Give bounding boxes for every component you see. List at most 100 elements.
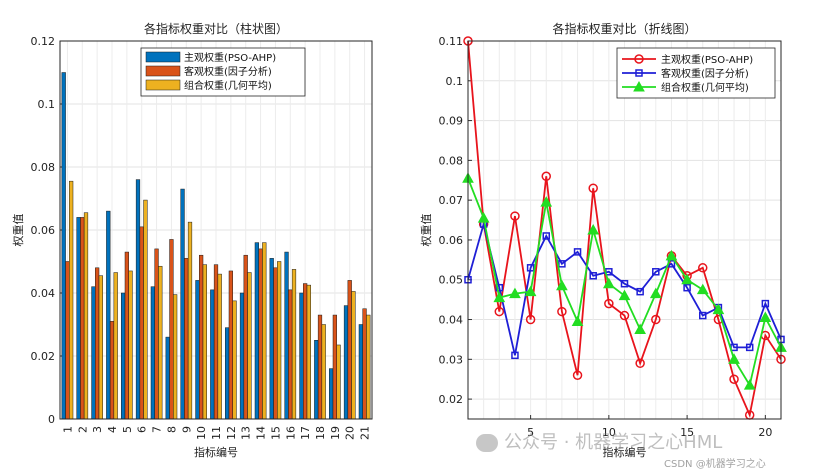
axes-box [59,40,373,420]
data-point [589,272,597,280]
data-point [728,353,740,364]
chart-title: 各指标权重对比（折线图） [552,21,696,36]
bar [128,270,133,420]
y-tick-label: 0.02 [31,350,56,363]
data-point [493,291,506,303]
x-tick-label: 3 [91,426,104,433]
bar [199,254,204,420]
data-point [634,54,644,64]
bar [187,221,193,420]
data-point [541,171,551,182]
bar [173,294,178,420]
data-point [729,374,739,384]
data-point [477,212,490,223]
bar [273,267,278,420]
bar [210,289,215,420]
data-point [698,263,708,273]
data-point [683,283,691,292]
bar [91,286,96,420]
bar [288,289,293,420]
y-tick-label: 0.08 [439,154,464,167]
legend-swatch [145,65,181,77]
data-point [524,285,537,297]
y-tick-label: 0.06 [31,224,56,237]
y-tick-label: 0.02 [439,393,464,406]
x-tick-label: 5 [527,426,534,439]
data-point [542,232,550,240]
x-tick-label: 19 [329,426,342,440]
data-point [571,315,584,327]
chart-title: 各指标权重对比（柱状图） [144,21,288,36]
data-point [649,287,662,299]
bar [239,292,245,420]
x-axis-label: 指标编号 [603,445,647,459]
bar [343,305,349,420]
data-point [699,311,707,320]
bar [303,283,308,420]
x-tick-label: 5 [121,426,134,433]
data-point [525,314,536,325]
x-tick-label: 1 [61,426,74,433]
y-tick-label: 0.11 [439,35,464,48]
data-point [620,279,629,288]
x-tick-label: 9 [180,426,193,433]
bar [150,286,155,420]
y-axis-label: 权重值 [11,214,25,247]
bar [228,270,233,420]
data-point [556,279,568,291]
bar-chart: 00.020.040.060.080.10.121 2 3 4 5 6 7 8 9 10 11 12 1… [11,21,373,459]
bar [113,272,118,420]
bar [299,292,304,420]
bar [165,336,170,420]
y-tick-label: 0.1 [446,75,464,88]
bar [232,300,237,420]
bar [332,314,337,420]
bar [277,261,282,420]
legend-label: 组合权重(几何平均) [184,79,272,92]
y-tick-label: 0.04 [439,314,464,327]
data-point [588,183,598,193]
bar [158,265,163,420]
bar [217,273,222,420]
bar [121,292,126,420]
legend-label: 客观权重(因子分析) [661,67,749,80]
x-tick-label: 15 [680,426,694,439]
csdn-watermark-text: CSDN @机器学习之心 [664,459,766,470]
y-tick-label: 0.06 [439,234,464,247]
data-point [573,248,582,256]
data-point [604,298,614,309]
y-tick-label: 0.12 [31,35,56,48]
bar [154,248,159,420]
x-tick-label: 18 [314,426,327,440]
data-point [494,306,505,317]
y-tick-label: 0.04 [31,287,56,300]
data-point [652,268,660,276]
data-point [618,289,631,301]
x-tick-label: 7 [151,426,164,433]
data-point [665,249,678,261]
x-axis-label: 指标编号 [194,445,238,459]
y-tick-label: 0.03 [439,353,464,366]
bar [135,179,141,420]
data-point [712,303,725,315]
y-tick-label: 0.1 [38,98,56,111]
bar [258,248,263,420]
bar [291,269,297,420]
bar [143,199,148,420]
wechat-watermark-text: 公众号 · 机器学习之心HML [504,432,723,453]
x-tick-label: 6 [136,426,149,433]
y-axis-label: 权重值 [419,214,433,247]
x-tick-label: 11 [210,426,223,440]
csdn-watermark: CSDN @机器学习之心 [664,455,766,470]
x-tick-label: 2 [76,426,89,433]
data-point [558,260,566,268]
y-tick-label: 0.09 [439,115,464,128]
data-point [635,69,643,77]
data-point [526,264,535,272]
bar [269,258,274,420]
bar [247,272,252,420]
bar [95,267,100,420]
y-tick-label: 0.07 [439,194,464,207]
x-tick-label: 16 [284,426,297,440]
bar [195,280,200,420]
